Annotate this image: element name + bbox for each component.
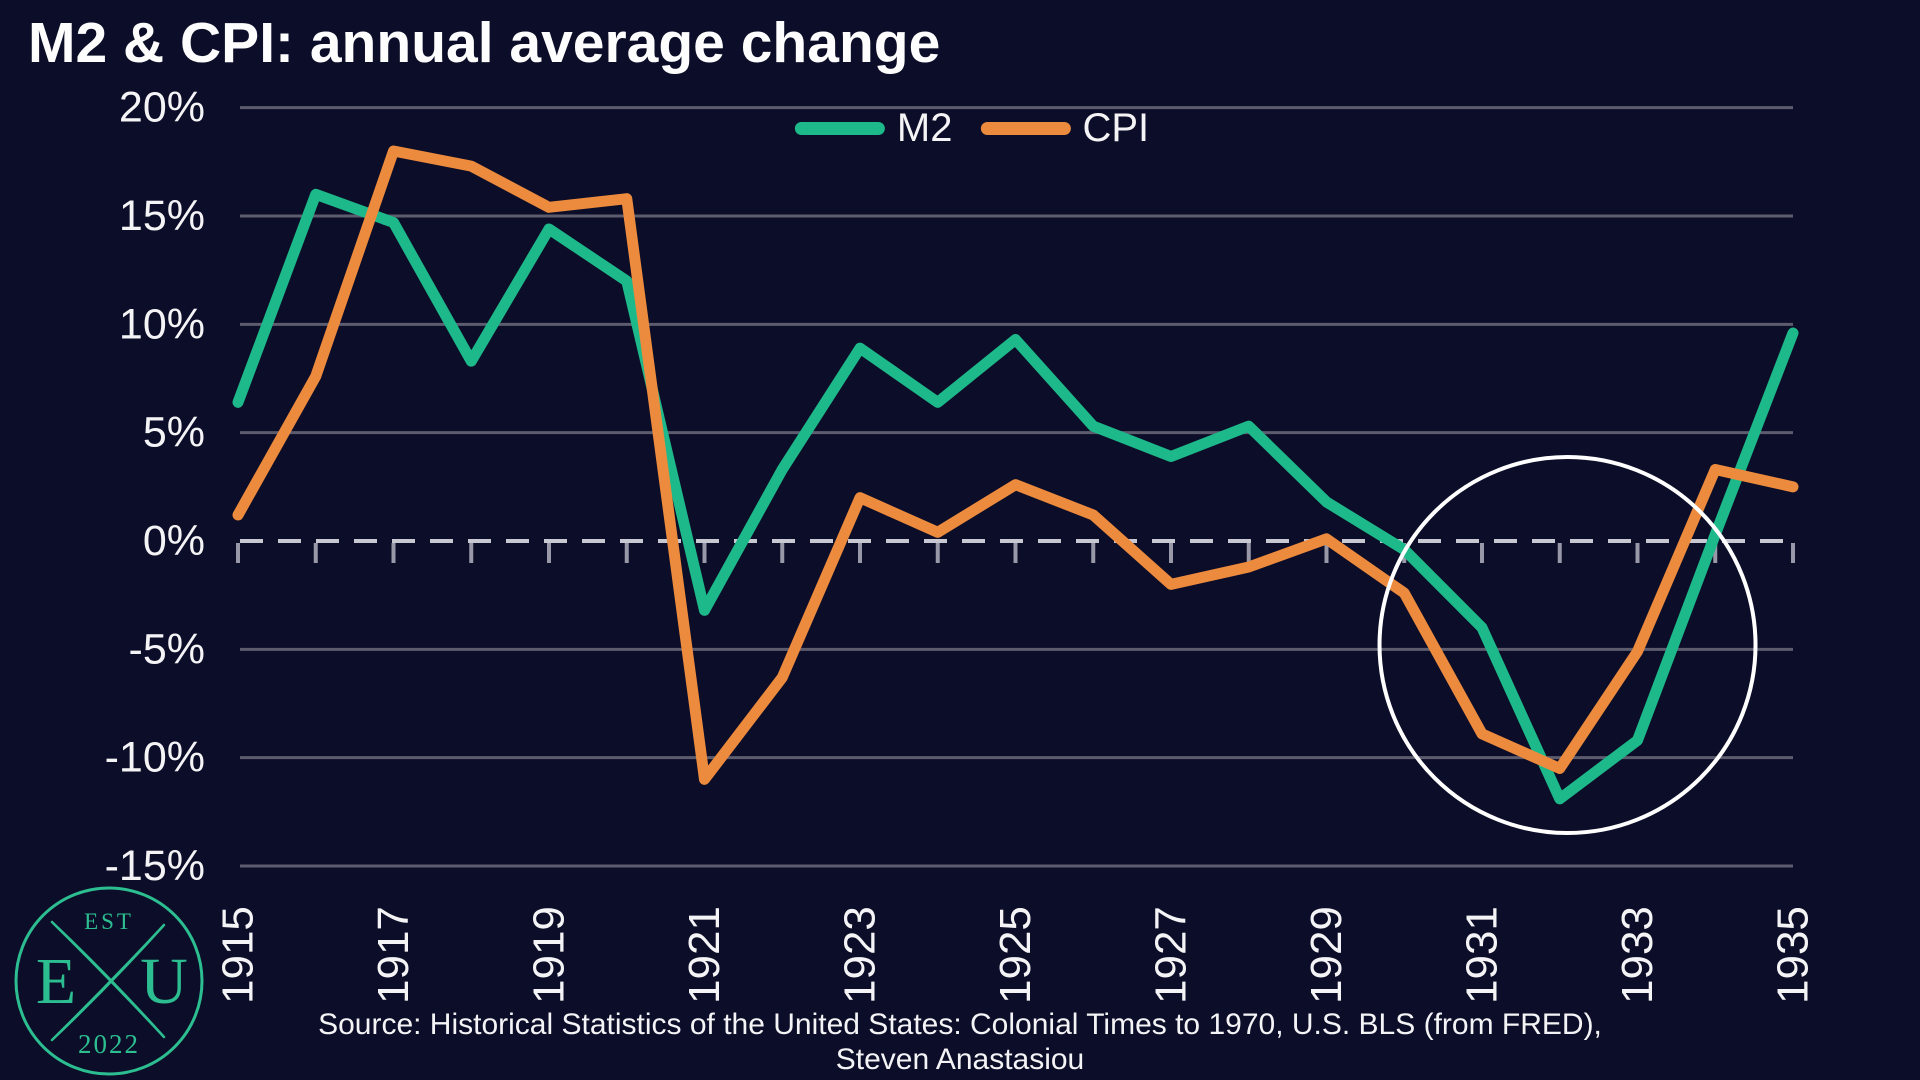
data-series xyxy=(232,145,1799,805)
y-axis-label: 15% xyxy=(119,192,205,240)
x-axis-label: 1917 xyxy=(369,906,418,1004)
source-note: Source: Historical Statistics of the Uni… xyxy=(0,1007,1920,1077)
y-axis-label: 20% xyxy=(119,84,205,132)
source-line-2: Steven Anastasiou xyxy=(835,1043,1085,1076)
legend-item-m2: M2 xyxy=(794,106,953,151)
x-axis-label: 1929 xyxy=(1302,906,1351,1004)
y-axis-label: 5% xyxy=(143,409,205,457)
exu-logo: EST E U 2022 xyxy=(14,886,204,1076)
y-axis-label: 0% xyxy=(143,517,205,565)
axis-labels: 20% 15% 10% 5% 0% -5% -10% -15%1915 1917 1919 1921… xyxy=(105,84,1818,1004)
x-axis-label: 1933 xyxy=(1613,906,1662,1004)
m2-line-swatch xyxy=(794,122,885,135)
logo-est-text: EST xyxy=(84,909,134,934)
legend: M2 CPI xyxy=(794,106,1149,151)
y-axis-label: -15% xyxy=(105,842,205,890)
page-title: M2 & CPI: annual average change xyxy=(28,11,941,75)
series-line-m2 xyxy=(232,188,1799,805)
cpi-line-swatch xyxy=(980,122,1071,135)
x-axis-label: 1927 xyxy=(1147,906,1196,1004)
legend-label-m2: M2 xyxy=(896,106,953,150)
logo-blade-1 xyxy=(50,920,166,1039)
logo-year-text: 2022 xyxy=(78,1029,140,1059)
logo-letter-e: E xyxy=(36,945,76,1018)
x-axis-label: 1919 xyxy=(525,906,574,1004)
logo-blade-2 xyxy=(50,923,166,1042)
source-line-1: Source: Historical Statistics of the Uni… xyxy=(318,1008,1602,1041)
x-axis-label: 1931 xyxy=(1458,906,1507,1004)
logo-circle xyxy=(14,886,204,1076)
legend-item-cpi: CPI xyxy=(980,106,1149,151)
x-axis-label: 1923 xyxy=(836,906,885,1004)
y-axis-label: 10% xyxy=(119,300,205,348)
x-axis-label: 1935 xyxy=(1769,906,1818,1004)
x-axis-label: 1925 xyxy=(991,906,1040,1004)
highlight-circle xyxy=(1377,455,1758,836)
x-axis-label: 1921 xyxy=(680,906,729,1004)
x-axis-label: 1915 xyxy=(214,906,263,1004)
annotation-circle xyxy=(1377,455,1758,836)
legend-label-cpi: CPI xyxy=(1082,106,1150,150)
y-axis-label: -5% xyxy=(129,625,205,673)
y-axis-label: -10% xyxy=(105,734,205,782)
logo-letter-u: U xyxy=(140,945,188,1018)
series-line-cpi xyxy=(232,145,1799,785)
